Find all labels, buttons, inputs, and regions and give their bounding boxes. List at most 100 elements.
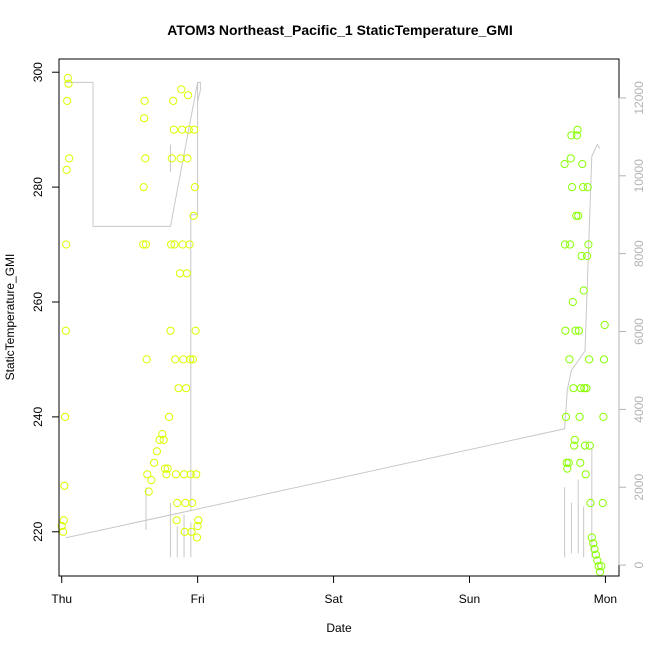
data-point-0-64 [190,183,199,192]
data-point-0-35 [169,125,178,134]
data-point-0-67 [192,533,202,542]
data-point-1-8 [566,240,575,249]
data-point-0-32 [167,240,176,249]
data-point-0-62 [189,211,198,220]
data-point-0-29 [163,464,172,473]
data-point-0-19 [143,470,152,479]
data-point-0-13 [139,183,148,192]
secondary-series [64,81,601,558]
data-point-0-59 [187,527,196,536]
data-point-0-16 [141,154,150,163]
data-point-0-49 [180,527,189,536]
data-point-0-58 [186,470,195,479]
data-point-0-61 [188,355,197,364]
data-point-0-50 [181,498,190,508]
data-point-1-40 [589,539,598,548]
y-axis-label: StaticTemperature_GMI [3,254,17,381]
data-point-1-12 [568,297,577,307]
x-tick-label-1: Fri [191,592,205,606]
data-point-0-27 [160,464,170,473]
data-point-1-24 [576,384,586,393]
data-point-0-3 [60,481,69,490]
data-point-0-46 [178,240,187,249]
data-point-1-37 [585,441,594,450]
data-point-0-15 [140,96,149,106]
data-point-1-0 [560,160,569,169]
data-points [57,73,609,577]
data-point-1-5 [563,464,572,473]
data-point-1-41 [590,544,599,554]
data-point-0-4 [61,412,70,421]
data-point-0-5 [61,326,70,335]
data-point-1-25 [577,251,586,261]
data-point-0-31 [166,326,175,335]
x-tick-label-2: Sat [325,592,344,606]
data-point-1-18 [572,131,582,140]
data-point-0-41 [174,384,183,393]
data-point-0-2 [59,516,68,525]
y2-tick-label-1: 2000 [632,474,646,501]
data-point-0-47 [179,355,188,364]
y2-tick-label-5: 10000 [632,159,646,193]
y2-tick-label-4: 8000 [632,240,646,267]
data-point-0-22 [150,458,159,467]
data-point-1-26 [578,160,587,169]
data-point-0-25 [158,430,167,439]
data-point-1-17 [572,211,581,220]
data-point-0-10 [64,79,73,88]
data-point-0-30 [165,412,174,421]
data-point-1-42 [591,550,601,559]
data-point-0-6 [62,240,71,249]
x-tick-label-4: Mon [594,592,617,606]
data-point-0-0 [57,521,66,531]
data-point-1-46 [597,562,606,571]
data-point-0-21 [147,476,156,485]
y-tick-label-3: 280 [31,177,45,197]
y-tick-label-0: 220 [31,521,45,541]
x-tick-label-3: Sun [459,592,480,606]
data-point-1-34 [583,183,592,192]
data-point-0-26 [159,435,168,444]
data-point-1-4 [562,458,571,467]
data-point-0-20 [144,487,153,496]
data-point-0-34 [169,96,178,106]
data-point-1-6 [564,458,573,467]
data-point-0-69 [194,516,203,525]
data-point-1-16 [571,326,580,335]
x-axis: Thu Fri Sat Sun Mon [51,575,617,606]
data-point-0-39 [172,516,181,525]
data-point-1-36 [585,355,594,364]
data-point-1-35 [584,240,593,249]
data-point-1-32 [582,384,591,393]
data-point-1-14 [570,441,579,450]
data-point-0-17 [141,240,151,249]
data-point-0-44 [177,85,186,94]
data-point-1-31 [581,470,590,479]
data-point-1-19 [573,125,582,134]
y2-tick-label-3: 6000 [632,318,646,345]
data-point-0-66 [192,470,201,479]
data-point-0-56 [185,240,194,249]
data-point-0-38 [171,470,180,479]
data-point-1-44 [594,562,603,571]
data-point-1-13 [569,384,578,393]
data-point-1-15 [570,435,579,444]
data-point-1-9 [566,154,575,163]
data-point-1-47 [598,498,607,508]
data-point-1-1 [560,240,570,249]
data-point-0-54 [184,91,193,100]
data-point-0-52 [182,269,191,278]
data-point-0-53 [183,154,192,163]
data-point-0-7 [62,165,71,174]
y2-tick-label-2: 4000 [632,396,646,423]
data-point-0-55 [184,125,193,134]
data-point-1-11 [568,183,577,192]
data-point-1-2 [561,326,570,335]
data-point-0-68 [193,521,202,531]
data-point-1-22 [575,412,584,421]
secondary-line [64,81,601,539]
data-point-0-51 [182,384,191,393]
y-axis-right: 0 2000 4000 6000 8000 10000 12000 [618,81,646,568]
data-point-0-14 [140,114,149,123]
